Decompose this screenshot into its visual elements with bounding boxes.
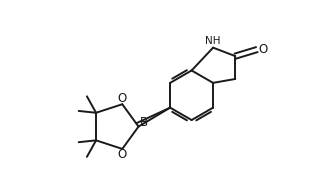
Text: NH: NH [205,36,220,46]
Text: O: O [118,92,127,105]
Text: O: O [118,148,127,161]
Text: B: B [140,116,148,129]
Text: O: O [259,43,268,56]
